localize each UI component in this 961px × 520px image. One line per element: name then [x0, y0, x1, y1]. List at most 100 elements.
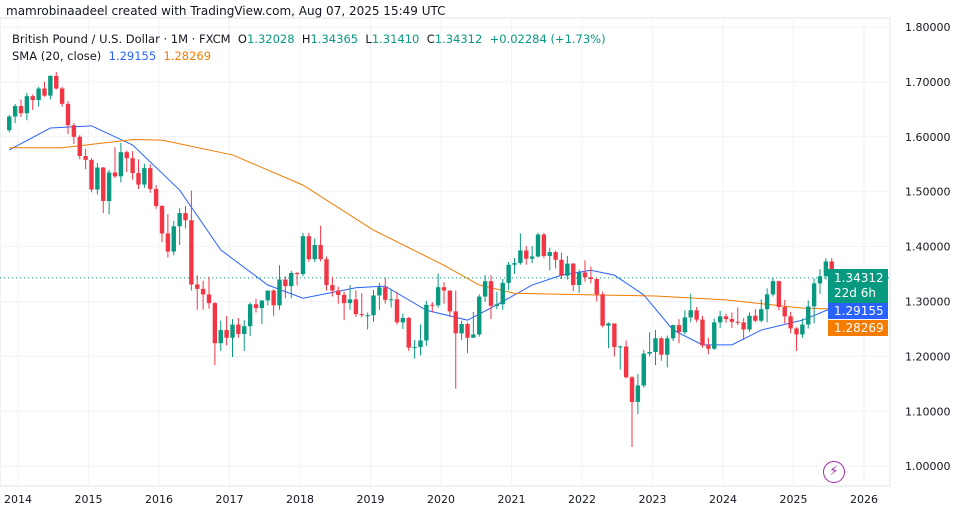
candle-body [306, 236, 312, 260]
candle-body [353, 299, 359, 315]
candle-body [388, 299, 394, 301]
candle [441, 282, 447, 304]
candle-body [377, 287, 382, 296]
candle [65, 101, 71, 135]
candle-body [788, 316, 793, 329]
lightning-icon[interactable]: ⚡ [823, 461, 845, 483]
candle [482, 275, 488, 303]
candle-body [741, 322, 746, 330]
sma-value-1: 1.29155 [108, 49, 157, 63]
candle [418, 324, 423, 356]
candle-body [336, 290, 341, 295]
candle [565, 255, 570, 280]
candle [676, 319, 682, 344]
sma-value-2: 1.28269 [163, 49, 212, 63]
candle [524, 246, 529, 265]
candle-body [647, 352, 652, 354]
candle-body [488, 281, 494, 306]
candle-body [200, 288, 206, 295]
candle-body [782, 306, 787, 317]
last-price-badge: 1.34312 22d 6h [828, 269, 888, 303]
candle [54, 72, 59, 90]
candle-body [459, 324, 464, 334]
candle-body [148, 168, 153, 189]
candle [459, 320, 464, 340]
candle [412, 339, 417, 359]
low-value: 1.31410 [371, 32, 420, 46]
candle-body [465, 324, 470, 338]
candle [747, 312, 752, 332]
candle [741, 317, 746, 340]
sma-title: SMA (20, close) [12, 49, 102, 63]
candle [300, 232, 306, 277]
candle [723, 313, 729, 323]
candle-body [159, 205, 165, 234]
candle-body [153, 188, 159, 206]
candle-body [582, 272, 588, 278]
candle-body [118, 152, 124, 177]
open-value: 1.32028 [246, 32, 295, 46]
candle [600, 291, 605, 328]
candle-body [477, 296, 482, 335]
candle [324, 256, 329, 291]
candle-body [806, 306, 811, 325]
sma-legend-row[interactable]: SMA (20, close) 1.29155 1.28269 [12, 48, 606, 65]
x-tick-label: 2023 [639, 493, 667, 506]
candle-body [95, 167, 100, 190]
x-tick-label: 2026 [850, 493, 878, 506]
candle-body [77, 136, 82, 157]
high-label: H [301, 32, 311, 46]
x-tick-label: 2018 [286, 493, 314, 506]
candle-body [383, 287, 388, 300]
candle-body [218, 330, 223, 344]
candle [653, 330, 658, 366]
symbol-legend-row[interactable]: British Pound / U.S. Dollar · 1M · FXCM … [12, 31, 606, 48]
candle [277, 265, 282, 310]
candle [594, 278, 599, 302]
candle-body [823, 261, 829, 277]
candle-body [688, 310, 693, 318]
candle [735, 307, 740, 326]
candle [606, 322, 611, 349]
candle [218, 320, 223, 351]
candle [212, 302, 218, 366]
candle [183, 205, 188, 229]
candle [670, 324, 676, 342]
candle [236, 317, 241, 338]
candle-body [253, 304, 259, 309]
candle [106, 169, 112, 215]
candle-body [588, 277, 594, 279]
candle-body [112, 172, 118, 177]
candle-body [753, 315, 758, 321]
candle-body [59, 88, 65, 104]
candle-body [571, 263, 576, 286]
candle-body [212, 303, 218, 344]
y-tick-label: 1.60000 [905, 131, 951, 144]
candle-body [694, 310, 699, 320]
candle-body [817, 276, 823, 284]
candle-body [482, 281, 488, 297]
candle [582, 260, 588, 282]
candle-body [471, 334, 476, 338]
candle-body [42, 88, 47, 96]
candle-body [553, 252, 558, 260]
candle [776, 280, 782, 311]
candle-body [700, 319, 705, 346]
candle-body [83, 156, 88, 160]
candle-body [653, 338, 658, 353]
candle-body [318, 244, 323, 260]
candle-body [800, 324, 805, 335]
candle-body [195, 284, 200, 289]
candle [224, 315, 229, 346]
candle [359, 293, 364, 318]
candle [729, 312, 735, 328]
candle [647, 332, 652, 357]
candle [195, 275, 200, 310]
candle-body [665, 338, 670, 355]
candle-body [394, 299, 400, 323]
candle [682, 310, 688, 335]
candle [618, 345, 623, 370]
candle-body [183, 213, 188, 221]
candle-body [424, 304, 429, 341]
